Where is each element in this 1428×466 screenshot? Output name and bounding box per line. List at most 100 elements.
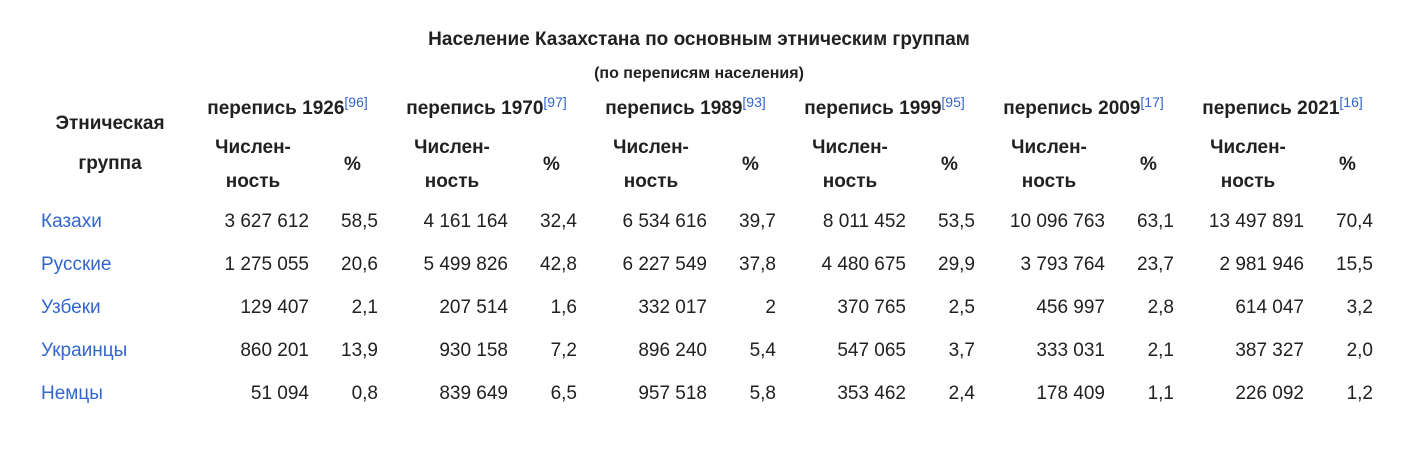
- census-label: перепись 1999: [804, 98, 941, 119]
- ethnic-group-link[interactable]: Украинцы: [32, 329, 188, 372]
- count-cell: 387 327: [1183, 329, 1313, 372]
- census-1970-header: перепись 1970[97]: [387, 88, 586, 130]
- census-1999-header: перепись 1999[95]: [785, 88, 984, 130]
- table-title: Население Казахстана по основным этничес…: [0, 29, 1398, 51]
- census-1989-header: перепись 1989[93]: [586, 88, 785, 130]
- count-cell: 4 480 675: [785, 243, 915, 286]
- percent-cell: 32,4: [517, 200, 586, 243]
- count-header: Числен-ность: [586, 130, 716, 200]
- count-cell: 226 092: [1183, 372, 1313, 415]
- census-label: перепись 2021: [1202, 98, 1339, 119]
- percent-cell: 3,2: [1313, 286, 1382, 329]
- population-table: Этническая группа перепись 1926[96] пере…: [32, 88, 1382, 415]
- census-ref-link[interactable]: [17]: [1140, 94, 1163, 110]
- table-row: Узбеки 129 407 2,1 207 514 1,6 332 017 2 370 76…: [32, 286, 1382, 329]
- count-cell: 614 047: [1183, 286, 1313, 329]
- percent-cell: 2,4: [915, 372, 984, 415]
- census-ref-link[interactable]: [93]: [742, 94, 765, 110]
- count-cell: 333 031: [984, 329, 1114, 372]
- ethnic-group-link[interactable]: Узбеки: [32, 286, 188, 329]
- percent-cell: 0,8: [318, 372, 387, 415]
- census-ref-link[interactable]: [95]: [941, 94, 964, 110]
- count-header: Числен-ность: [785, 130, 915, 200]
- count-cell: 6 534 616: [586, 200, 716, 243]
- percent-cell: 1,6: [517, 286, 586, 329]
- count-header: Числен-ность: [984, 130, 1114, 200]
- count-cell: 1 275 055: [188, 243, 318, 286]
- table-row: Украинцы 860 201 13,9 930 158 7,2 896 240 5,4 5…: [32, 329, 1382, 372]
- count-header: Числен-ность: [1183, 130, 1313, 200]
- count-cell: 547 065: [785, 329, 915, 372]
- percent-cell: 39,7: [716, 200, 785, 243]
- ethnic-group-link[interactable]: Немцы: [32, 372, 188, 415]
- count-header: Числен-ность: [188, 130, 318, 200]
- percent-cell: 15,5: [1313, 243, 1382, 286]
- percent-cell: 1,1: [1114, 372, 1183, 415]
- census-ref-link[interactable]: [16]: [1339, 94, 1362, 110]
- percent-header: %: [1313, 130, 1382, 200]
- count-cell: 2 981 946: [1183, 243, 1313, 286]
- percent-cell: 2: [716, 286, 785, 329]
- percent-cell: 3,7: [915, 329, 984, 372]
- ethnic-group-link[interactable]: Русские: [32, 243, 188, 286]
- count-cell: 51 094: [188, 372, 318, 415]
- percent-cell: 58,5: [318, 200, 387, 243]
- table-row: Немцы 51 094 0,8 839 649 6,5 957 518 5,8 353 46…: [32, 372, 1382, 415]
- count-cell: 332 017: [586, 286, 716, 329]
- count-header: Числен-ность: [387, 130, 517, 200]
- count-cell: 178 409: [984, 372, 1114, 415]
- percent-header: %: [517, 130, 586, 200]
- percent-header: %: [1114, 130, 1183, 200]
- count-cell: 930 158: [387, 329, 517, 372]
- percent-cell: 20,6: [318, 243, 387, 286]
- percent-cell: 7,2: [517, 329, 586, 372]
- count-cell: 10 096 763: [984, 200, 1114, 243]
- count-cell: 3 627 612: [188, 200, 318, 243]
- percent-cell: 5,4: [716, 329, 785, 372]
- census-label: перепись 1989: [605, 98, 742, 119]
- count-cell: 456 997: [984, 286, 1114, 329]
- header-row-subcolumns: Числен-ность % Числен-ность % Числен-нос…: [32, 130, 1382, 200]
- census-label: перепись 1970: [406, 98, 543, 119]
- census-2021-header: перепись 2021[16]: [1183, 88, 1382, 130]
- percent-cell: 5,8: [716, 372, 785, 415]
- count-cell: 8 011 452: [785, 200, 915, 243]
- header-row-census: Этническая группа перепись 1926[96] пере…: [32, 88, 1382, 130]
- census-ref-link[interactable]: [97]: [543, 94, 566, 110]
- count-cell: 3 793 764: [984, 243, 1114, 286]
- percent-cell: 2,5: [915, 286, 984, 329]
- percent-cell: 42,8: [517, 243, 586, 286]
- percent-cell: 29,9: [915, 243, 984, 286]
- ethnic-group-header: Этническая группа: [32, 88, 188, 200]
- census-1926-header: перепись 1926[96]: [188, 88, 387, 130]
- ethnic-group-link[interactable]: Казахи: [32, 200, 188, 243]
- percent-cell: 23,7: [1114, 243, 1183, 286]
- census-ref-link[interactable]: [96]: [344, 94, 367, 110]
- percent-header: %: [915, 130, 984, 200]
- count-cell: 4 161 164: [387, 200, 517, 243]
- percent-cell: 2,0: [1313, 329, 1382, 372]
- count-cell: 13 497 891: [1183, 200, 1313, 243]
- count-cell: 6 227 549: [586, 243, 716, 286]
- count-cell: 129 407: [188, 286, 318, 329]
- count-cell: 207 514: [387, 286, 517, 329]
- census-label: перепись 1926: [207, 98, 344, 119]
- percent-cell: 6,5: [517, 372, 586, 415]
- percent-cell: 63,1: [1114, 200, 1183, 243]
- percent-cell: 53,5: [915, 200, 984, 243]
- percent-cell: 2,1: [1114, 329, 1183, 372]
- percent-cell: 70,4: [1313, 200, 1382, 243]
- count-cell: 353 462: [785, 372, 915, 415]
- percent-cell: 2,1: [318, 286, 387, 329]
- count-cell: 957 518: [586, 372, 716, 415]
- count-cell: 5 499 826: [387, 243, 517, 286]
- table-subtitle: (по переписям населения): [0, 65, 1398, 83]
- table-row: Русские 1 275 055 20,6 5 499 826 42,8 6 227 5…: [32, 243, 1382, 286]
- percent-cell: 2,8: [1114, 286, 1183, 329]
- percent-cell: 1,2: [1313, 372, 1382, 415]
- count-cell: 896 240: [586, 329, 716, 372]
- percent-cell: 37,8: [716, 243, 785, 286]
- count-cell: 839 649: [387, 372, 517, 415]
- census-2009-header: перепись 2009[17]: [984, 88, 1183, 130]
